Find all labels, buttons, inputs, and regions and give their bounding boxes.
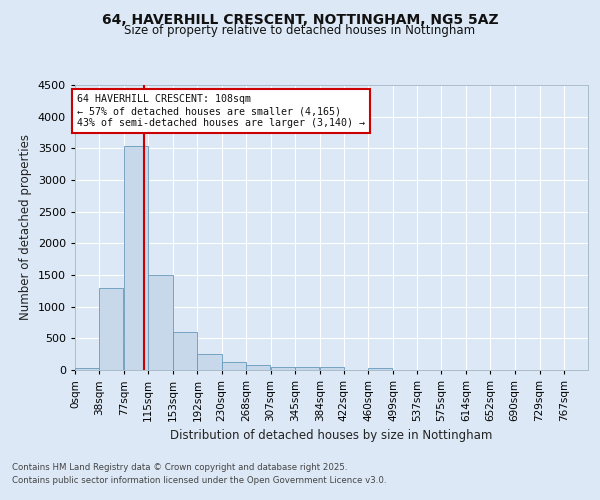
Bar — [75, 368, 99, 370]
Text: 64, HAVERHILL CRESCENT, NOTTINGHAM, NG5 5AZ: 64, HAVERHILL CRESCENT, NOTTINGHAM, NG5 … — [101, 12, 499, 26]
X-axis label: Distribution of detached houses by size in Nottingham: Distribution of detached houses by size … — [170, 430, 493, 442]
Bar — [124, 146, 148, 370]
Bar — [173, 332, 197, 370]
Text: Contains public sector information licensed under the Open Government Licence v3: Contains public sector information licen… — [12, 476, 386, 485]
Text: 64 HAVERHILL CRESCENT: 108sqm
← 57% of detached houses are smaller (4,165)
43% o: 64 HAVERHILL CRESCENT: 108sqm ← 57% of d… — [77, 94, 365, 128]
Bar — [148, 275, 173, 370]
Bar — [320, 367, 344, 370]
Text: Size of property relative to detached houses in Nottingham: Size of property relative to detached ho… — [124, 24, 476, 37]
Bar — [368, 368, 392, 370]
Bar — [246, 365, 270, 370]
Bar — [99, 288, 124, 370]
Y-axis label: Number of detached properties: Number of detached properties — [19, 134, 32, 320]
Bar — [295, 367, 319, 370]
Bar — [197, 354, 221, 370]
Bar — [221, 362, 246, 370]
Bar — [271, 367, 295, 370]
Text: Contains HM Land Registry data © Crown copyright and database right 2025.: Contains HM Land Registry data © Crown c… — [12, 464, 347, 472]
